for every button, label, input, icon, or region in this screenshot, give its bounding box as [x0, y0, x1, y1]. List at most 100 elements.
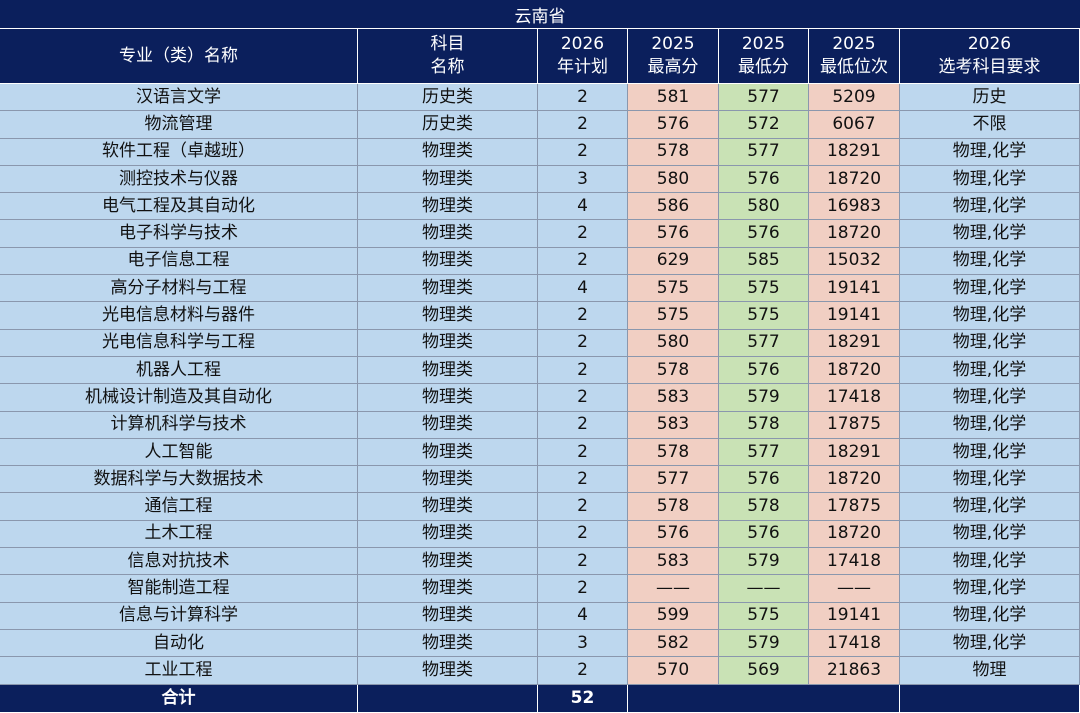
data-cell: 物理类 — [358, 493, 538, 521]
data-cell: 576 — [628, 520, 719, 549]
data-cell: 物理类 — [358, 520, 538, 549]
data-cell: 电气工程及其自动化 — [0, 193, 358, 221]
header-text: 选考科目要求 — [938, 57, 1041, 77]
data-cell: 数据科学与大数据技术 — [0, 466, 358, 494]
data-cell: 机械设计制造及其自动化 — [0, 384, 358, 412]
data-cell: 物理,化学 — [900, 493, 1080, 521]
data-cell: 物理,化学 — [900, 193, 1080, 221]
data-cell: 576 — [719, 466, 809, 494]
data-cell: 575 — [719, 302, 809, 330]
data-cell: 582 — [628, 629, 719, 658]
data-cell: 物理类 — [358, 138, 538, 166]
data-cell: 汉语言文学 — [0, 84, 358, 112]
data-cell: 2 — [538, 302, 628, 330]
data-cell: 578 — [628, 493, 719, 521]
data-cell: 572 — [719, 111, 809, 139]
total-value: 52 — [538, 684, 628, 713]
data-cell: 2 — [538, 356, 628, 385]
data-cell: 物理类 — [358, 193, 538, 221]
data-cell: 物理,化学 — [900, 438, 1080, 467]
header-text: 最高分 — [647, 57, 699, 77]
data-cell: 物理类 — [358, 275, 538, 303]
header-text: 2025 — [741, 34, 786, 55]
data-cell: 577 — [719, 138, 809, 166]
data-cell: 18291 — [809, 438, 900, 467]
header-cell: 2025 最高分 — [628, 29, 719, 84]
data-cell: 2 — [538, 84, 628, 112]
data-cell: 5209 — [809, 84, 900, 112]
header-text: 最低位次 — [820, 57, 888, 77]
empty-cell — [900, 684, 1080, 713]
data-row: 高分子材料与工程 物理类 4 575 575 19141 物理,化学 — [0, 275, 1080, 303]
header-cell: 2025 最低位次 — [809, 29, 900, 84]
data-cell: 18291 — [809, 138, 900, 166]
data-cell: 通信工程 — [0, 493, 358, 521]
data-cell: 17875 — [809, 493, 900, 521]
data-cell: 4 — [538, 193, 628, 221]
data-cell: 577 — [719, 438, 809, 467]
data-cell: 15032 — [809, 247, 900, 276]
data-cell: 物理,化学 — [900, 548, 1080, 576]
data-cell: 578 — [719, 411, 809, 439]
data-cell: 575 — [628, 302, 719, 330]
data-cell: 物理,化学 — [900, 138, 1080, 166]
data-cell: 19141 — [809, 602, 900, 630]
data-cell: 2 — [538, 520, 628, 549]
data-cell: 物理,化学 — [900, 629, 1080, 658]
data-cell: 物理类 — [358, 575, 538, 603]
empty-cell — [628, 684, 900, 713]
data-cell: 583 — [628, 384, 719, 412]
total-label: 合计 — [0, 684, 358, 713]
data-cell: 18720 — [809, 165, 900, 194]
data-cell: 578 — [628, 138, 719, 166]
data-cell: 智能制造工程 — [0, 575, 358, 603]
data-cell: 土木工程 — [0, 520, 358, 549]
data-cell: 物理类 — [358, 629, 538, 658]
data-cell: 物理类 — [358, 302, 538, 330]
data-cell: 2 — [538, 384, 628, 412]
data-cell: 物理类 — [358, 466, 538, 494]
data-cell: 2 — [538, 493, 628, 521]
data-cell: 2 — [538, 329, 628, 357]
data-cell: 19141 — [809, 302, 900, 330]
data-row: 电子科学与技术 物理类 2 576 576 18720 物理,化学 — [0, 220, 1080, 248]
data-row: 电气工程及其自动化 物理类 4 586 580 16983 物理,化学 — [0, 193, 1080, 221]
data-cell: 576 — [628, 111, 719, 139]
data-cell: 历史类 — [358, 111, 538, 139]
data-cell: 物理类 — [358, 220, 538, 248]
data-cell: 信息对抗技术 — [0, 548, 358, 576]
data-row: 自动化 物理类 3 582 579 17418 物理,化学 — [0, 629, 1080, 658]
data-cell: 物理,化学 — [900, 575, 1080, 603]
header-cell: 专业（类）名称 — [0, 29, 358, 84]
data-cell: 物流管理 — [0, 111, 358, 139]
data-cell: 电子信息工程 — [0, 247, 358, 276]
data-cell: 物理类 — [358, 548, 538, 576]
data-row: 土木工程 物理类 2 576 576 18720 物理,化学 — [0, 520, 1080, 549]
data-cell: 物理,化学 — [900, 356, 1080, 385]
data-row: 机械设计制造及其自动化 物理类 2 583 579 17418 物理,化学 — [0, 384, 1080, 412]
data-cell: 物理,化学 — [900, 302, 1080, 330]
data-cell: 577 — [628, 466, 719, 494]
data-row: 通信工程 物理类 2 578 578 17875 物理,化学 — [0, 493, 1080, 521]
data-cell: 583 — [628, 411, 719, 439]
data-cell: 光电信息材料与器件 — [0, 302, 358, 330]
data-cell: 物理 — [900, 657, 1080, 685]
data-cell: 18720 — [809, 520, 900, 549]
header-cell: 2025 最低分 — [719, 29, 809, 84]
data-cell: 3 — [538, 629, 628, 658]
header-text: 2026 — [967, 34, 1012, 55]
data-cell: 物理类 — [358, 657, 538, 685]
data-cell: 物理类 — [358, 247, 538, 276]
data-cell: 历史 — [900, 84, 1080, 112]
data-cell: 2 — [538, 575, 628, 603]
data-row: 工业工程 物理类 2 570 569 21863 物理 — [0, 657, 1080, 685]
data-cell: —— — [809, 575, 900, 603]
data-cell: 6067 — [809, 111, 900, 139]
data-cell: —— — [628, 575, 719, 603]
data-cell: 物理类 — [358, 411, 538, 439]
data-cell: 物理,化学 — [900, 165, 1080, 194]
data-cell: 物理类 — [358, 165, 538, 194]
data-cell: —— — [719, 575, 809, 603]
data-cell: 578 — [628, 356, 719, 385]
data-row: 测控技术与仪器 物理类 3 580 576 18720 物理,化学 — [0, 165, 1080, 194]
